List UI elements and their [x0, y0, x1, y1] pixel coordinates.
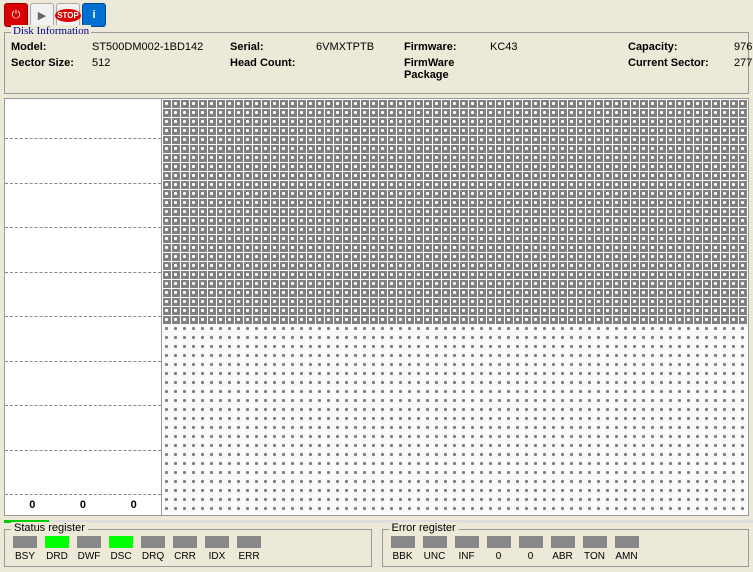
led-unc [423, 536, 447, 548]
head-count-value [316, 57, 396, 81]
capacity-label: Capacity: [628, 41, 728, 53]
led-bbk [391, 536, 415, 548]
led-label: 0 [528, 551, 534, 562]
left-grid-row [5, 322, 161, 362]
left-grid [5, 99, 161, 495]
led-dwf [77, 536, 101, 548]
left-grid-row [5, 99, 161, 139]
disk-info-panel: Disk Information Model:ST500DM002-1BD142… [4, 32, 749, 94]
left-num: 0 [131, 499, 137, 511]
led-label: 0 [496, 551, 502, 562]
stop-button[interactable]: STOP [56, 3, 80, 27]
sector-size-label: Sector Size: [11, 57, 86, 81]
scan-upper [162, 99, 748, 324]
led-0 [487, 536, 511, 548]
registers-area: Status register BSYDRDDWFDSCDRQCRRIDXERR… [4, 529, 749, 567]
led-label: BSY [15, 551, 35, 562]
register-amn: AMN [615, 536, 639, 562]
status-register-leds: BSY DRD DWF DSC DRQ CRR IDX ERR [13, 536, 363, 562]
stop-icon: STOP [55, 9, 81, 22]
left-grid-row [5, 366, 161, 406]
firmware-value: KC43 [490, 41, 620, 53]
toolbar: ⏻ ▶ STOP i [0, 0, 753, 30]
left-num: 0 [80, 499, 86, 511]
scan-lower [162, 324, 748, 515]
info-button[interactable]: i [82, 3, 106, 27]
register-0: 0 [487, 536, 511, 562]
current-sector-label: Current Sector: [628, 57, 728, 81]
led-label: UNC [424, 551, 446, 562]
led-label: DRQ [142, 551, 164, 562]
led-dsc [109, 536, 133, 548]
register-0: 0 [519, 536, 543, 562]
register-dwf: DWF [77, 536, 101, 562]
left-grid-row [5, 277, 161, 317]
led-label: CRR [174, 551, 196, 562]
current-sector-value: 2771712 [734, 57, 753, 81]
led-label: ABR [552, 551, 573, 562]
scan-area [162, 98, 749, 516]
register-bsy: BSY [13, 536, 37, 562]
progress-bar [4, 520, 753, 523]
head-count-label: Head Count: [230, 57, 310, 81]
error-register-panel: Error register BBKUNCINF00ABRTONAMN [382, 529, 750, 567]
led-label: AMN [615, 551, 637, 562]
left-num: 0 [29, 499, 35, 511]
left-grid-row [5, 455, 161, 495]
left-grid-row [5, 233, 161, 273]
main-area: 0 0 0 [4, 98, 749, 516]
serial-label: Serial: [230, 41, 310, 53]
register-unc: UNC [423, 536, 447, 562]
left-numbers: 0 0 0 [5, 495, 161, 515]
fw-package-label: FirmWare Package [404, 57, 484, 81]
led-label: DWF [78, 551, 101, 562]
led-label: DSC [110, 551, 131, 562]
led-0 [519, 536, 543, 548]
disk-info-legend: Disk Information [11, 25, 91, 37]
led-idx [205, 536, 229, 548]
sector-size-value: 512 [92, 57, 222, 81]
led-err [237, 536, 261, 548]
left-panel: 0 0 0 [4, 98, 162, 516]
led-drq [141, 536, 165, 548]
firmware-label: Firmware: [404, 41, 484, 53]
left-grid-row [5, 411, 161, 451]
register-idx: IDX [205, 536, 229, 562]
led-abr [551, 536, 575, 548]
model-label: Model: [11, 41, 86, 53]
left-grid-row [5, 144, 161, 184]
register-abr: ABR [551, 536, 575, 562]
capacity-value: 976773168 [734, 41, 753, 53]
register-drq: DRQ [141, 536, 165, 562]
led-label: INF [458, 551, 474, 562]
led-amn [615, 536, 639, 548]
register-drd: DRD [45, 536, 69, 562]
led-label: IDX [209, 551, 226, 562]
fw-package-value [490, 57, 620, 81]
register-ton: TON [583, 536, 607, 562]
led-ton [583, 536, 607, 548]
register-dsc: DSC [109, 536, 133, 562]
play-button[interactable]: ▶ [30, 3, 54, 27]
led-label: DRD [46, 551, 68, 562]
model-value: ST500DM002-1BD142 [92, 41, 222, 53]
status-register-panel: Status register BSYDRDDWFDSCDRQCRRIDXERR [4, 529, 372, 567]
led-bsy [13, 536, 37, 548]
led-inf [455, 536, 479, 548]
led-label: ERR [238, 551, 259, 562]
status-register-legend: Status register [11, 522, 88, 534]
led-crr [173, 536, 197, 548]
error-register-legend: Error register [389, 522, 459, 534]
left-grid-row [5, 188, 161, 228]
serial-value: 6VMXTPTB [316, 41, 396, 53]
error-register-leds: BBK UNC INF 0 0 ABR TON AMN [391, 536, 741, 562]
register-err: ERR [237, 536, 261, 562]
register-bbk: BBK [391, 536, 415, 562]
register-inf: INF [455, 536, 479, 562]
led-drd [45, 536, 69, 548]
register-crr: CRR [173, 536, 197, 562]
power-button[interactable]: ⏻ [4, 3, 28, 27]
led-label: BBK [392, 551, 412, 562]
led-label: TON [584, 551, 605, 562]
